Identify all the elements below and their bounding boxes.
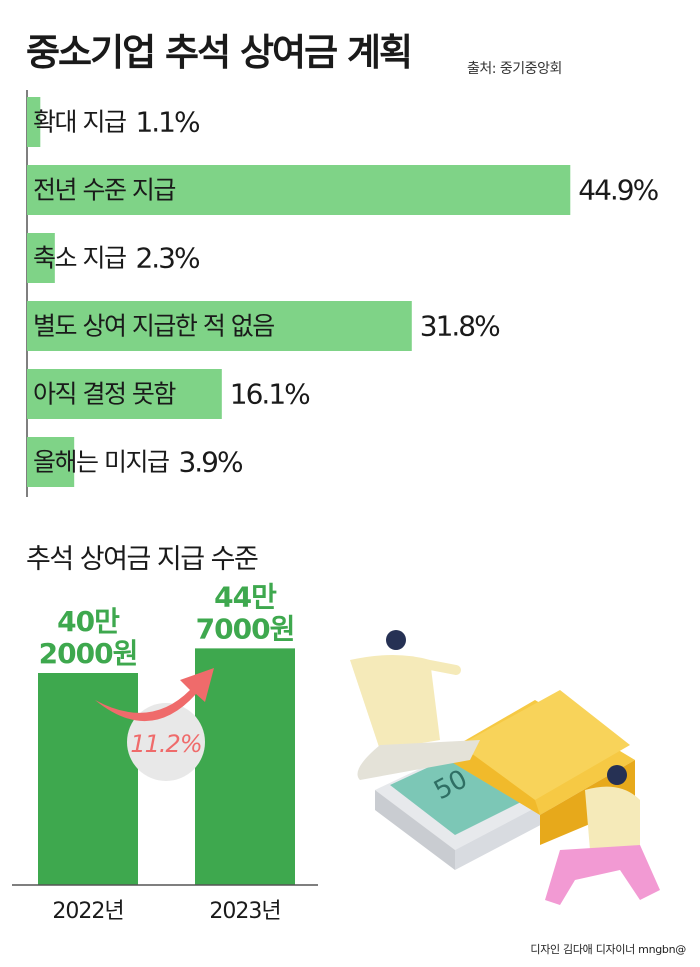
design-credit: 디자인 김다애 디자이너 mngbn@ (530, 943, 686, 956)
value-label: 1.1% (135, 106, 200, 139)
growth-arrow-icon (95, 668, 214, 722)
bonus-level-chart-title: 추석 상여금 지급 수준 (26, 544, 259, 575)
value-label: 44만 (214, 580, 277, 613)
source-note: 출처: 중기중앙회 (467, 61, 562, 77)
page-title: 중소기업 추석 상여금 계획 (26, 31, 413, 74)
category-label: 올해는 미지급 (33, 448, 169, 477)
value-label: 2000원 (39, 637, 138, 670)
bar (27, 97, 41, 147)
value-label: 2.3% (135, 242, 200, 275)
bar (195, 648, 295, 885)
category-label: 별도 상여 지급한 적 없음 (33, 312, 274, 341)
bar (27, 165, 571, 215)
value-label: 3.9% (178, 446, 243, 479)
tick-label: 2023년 (209, 899, 280, 924)
gift-box-illustration: 50 (350, 630, 660, 905)
bar (38, 673, 138, 885)
change-badge (127, 703, 205, 781)
bar (27, 369, 222, 419)
bar (27, 233, 55, 283)
category-label: 전년 수준 지급 (33, 176, 175, 205)
category-label: 아직 결정 못함 (33, 380, 176, 409)
value-label: 31.8% (420, 310, 500, 343)
value-label: 44.9% (578, 174, 658, 207)
horizontal-bar-chart: 확대 지급 1.1% 전년 수준 지급 44.9% 축소 지급 2.3% 별도 상여 지급한… (26, 90, 661, 497)
category-label: 축소 지급 (33, 244, 126, 273)
bar (27, 437, 75, 487)
tick-label: 2022년 (52, 899, 123, 924)
value-label: 16.1% (230, 378, 310, 411)
value-label: 40만 (57, 605, 120, 638)
change-label: 11.2% (130, 730, 201, 758)
bar (27, 301, 412, 351)
category-label: 확대 지급 (33, 108, 126, 137)
value-label: 7000원 (196, 612, 295, 645)
